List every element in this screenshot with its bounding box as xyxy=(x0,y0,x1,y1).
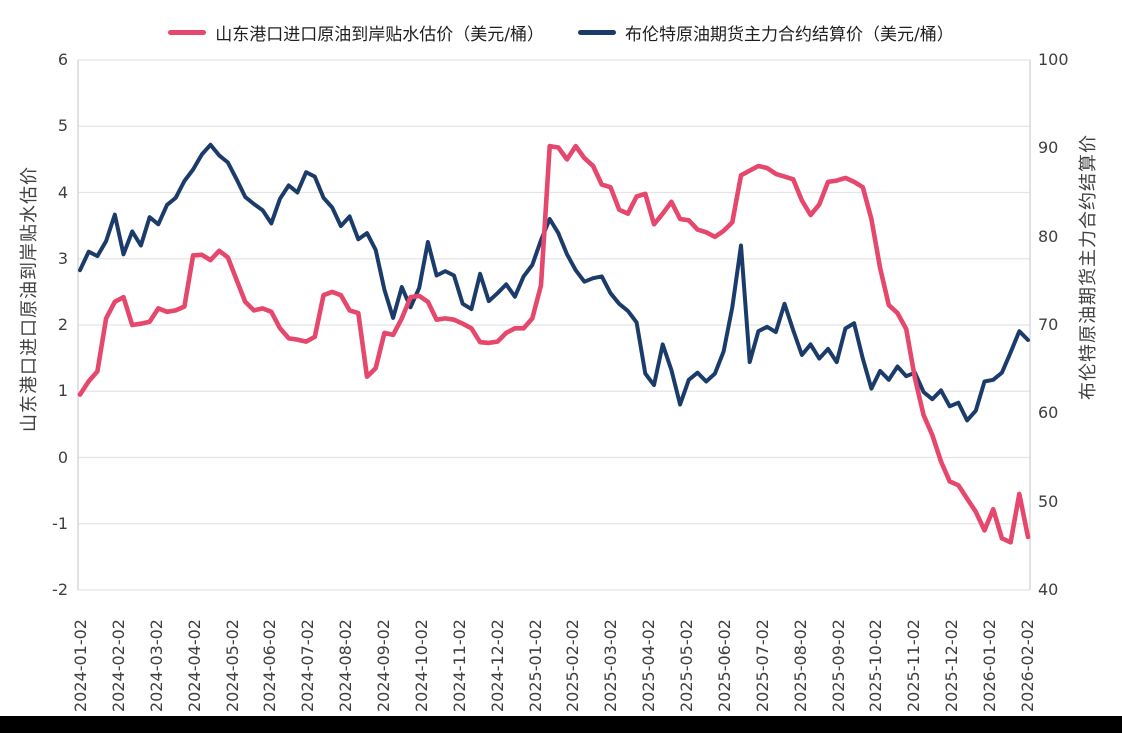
y-right-tick-label: 70 xyxy=(1038,315,1059,334)
x-tick-label: 2024-10-02 xyxy=(411,619,431,712)
x-tick-label: 2025-11-02 xyxy=(904,619,924,712)
y-left-tick-label: -1 xyxy=(52,513,68,533)
legend-label: 布伦特原油期货主力合约结算价（美元/桶） xyxy=(625,24,954,45)
y-left-tick-label: 2 xyxy=(57,315,68,334)
y-right-tick-label: 60 xyxy=(1038,403,1059,423)
x-tick-label: 2025-06-02 xyxy=(714,619,734,712)
x-tick-label: 2026-02-02 xyxy=(1018,619,1037,712)
x-tick-label: 2024-11-02 xyxy=(449,619,469,712)
x-tick-label: 2024-09-02 xyxy=(374,619,394,712)
x-tick-label: 2025-10-02 xyxy=(866,619,886,712)
y-left-tick-label: 6 xyxy=(57,50,68,69)
x-tick-label: 2025-09-02 xyxy=(828,619,848,712)
shandong-premium-line xyxy=(77,143,1031,545)
x-tick-label: 2024-05-02 xyxy=(222,619,242,712)
y-left-tick-label: 3 xyxy=(57,248,68,268)
left-axis-title: 山东港口进口原油到岸贴水估价 xyxy=(19,166,40,432)
pink-line-swatch-icon xyxy=(168,29,207,35)
x-tick-label: 2025-02-02 xyxy=(563,619,583,712)
x-tick-label: 2025-07-02 xyxy=(752,619,772,712)
legend-label: 山东港口进口原油到岸贴水估价（美元/桶） xyxy=(215,24,544,45)
x-tick-label: 2024-08-02 xyxy=(336,619,356,712)
y-left-tick-label: 1 xyxy=(57,381,68,401)
y-right-tick-label: 40 xyxy=(1038,580,1059,599)
y-right-tick-label: 80 xyxy=(1038,226,1059,246)
brent-price-line xyxy=(78,142,1030,423)
x-tick-label: 2024-02-02 xyxy=(108,619,128,712)
x-tick-label: 2024-12-02 xyxy=(487,619,507,712)
y-left-tick-label: -2 xyxy=(52,580,68,599)
x-tick-label: 2025-04-02 xyxy=(639,619,659,712)
x-tick-label: 2025-12-02 xyxy=(942,619,962,712)
x-tick-label: 2025-01-02 xyxy=(525,619,545,712)
x-tick-label: 2026-01-02 xyxy=(980,619,1000,712)
y-left-tick-label: 5 xyxy=(57,116,68,136)
y-left-tick-label: 4 xyxy=(57,182,68,202)
x-tick-label: 2025-08-02 xyxy=(790,619,810,712)
right-axis-title: 布伦特原油期货主力合约结算价 xyxy=(1078,134,1099,400)
legend: 山东港口进口原油到岸贴水估价（美元/桶） 布伦特原油期货主力合约结算价（美元/桶… xyxy=(0,18,1122,46)
legend-item-shandong-premium: 山东港口进口原油到岸贴水估价（美元/桶） xyxy=(168,20,544,45)
navy-line-swatch-icon xyxy=(578,29,616,35)
y-left-tick-label: 0 xyxy=(57,447,68,467)
bottom-black-bar xyxy=(0,716,1122,733)
x-tick-label: 2024-07-02 xyxy=(298,619,318,712)
y-right-tick-label: 100 xyxy=(1038,50,1069,69)
x-tick-label: 2025-03-02 xyxy=(601,619,621,712)
x-tick-label: 2025-05-02 xyxy=(677,619,697,712)
x-tick-label: 2024-01-02 xyxy=(71,619,90,712)
y-right-tick-label: 50 xyxy=(1038,491,1059,511)
legend-item-brent-settlement: 布伦特原油期货主力合约结算价（美元/桶） xyxy=(578,20,954,45)
y-right-tick-label: 90 xyxy=(1038,138,1059,158)
x-tick-label: 2024-03-02 xyxy=(146,619,166,712)
x-tick-label: 2024-04-02 xyxy=(184,619,204,712)
x-tick-label: 2024-06-02 xyxy=(260,619,280,712)
